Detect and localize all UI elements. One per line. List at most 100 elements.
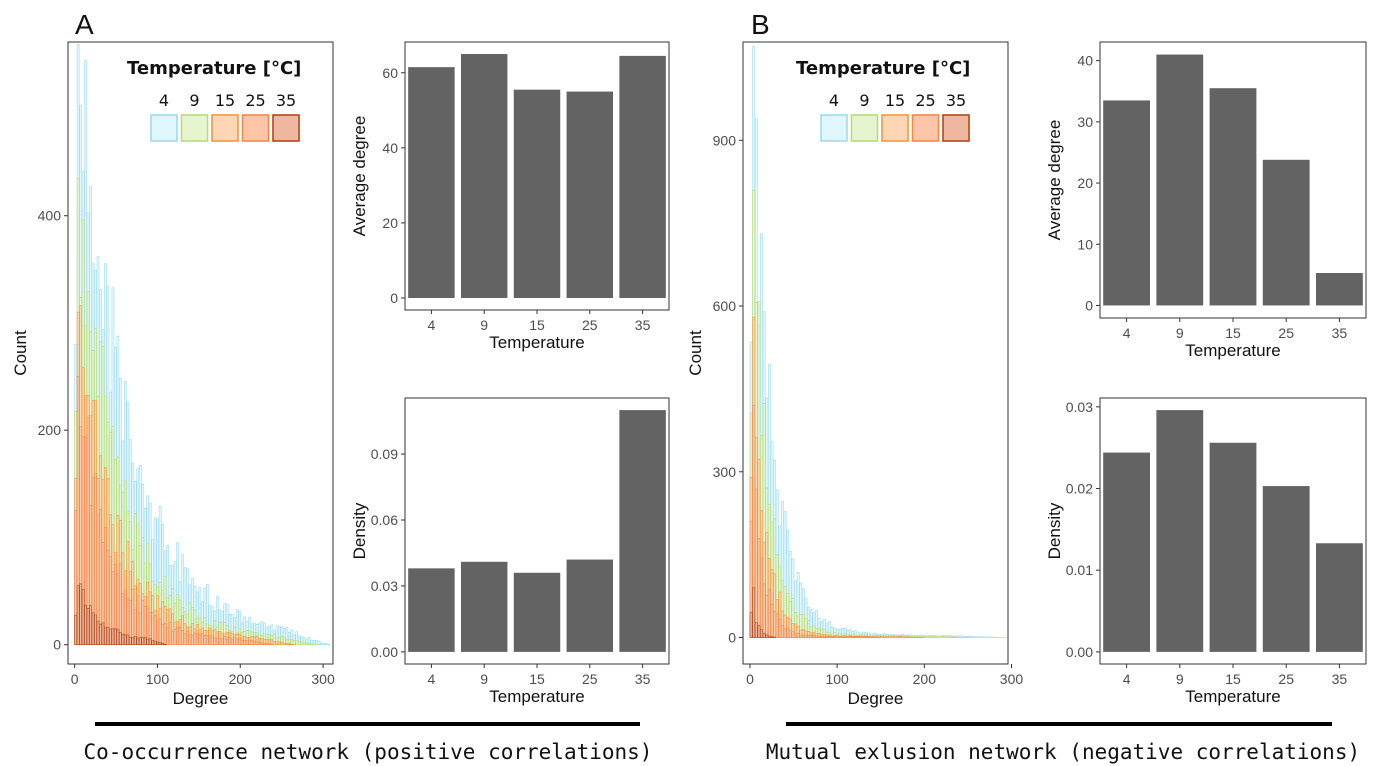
legend-label-9: 9 [189, 91, 199, 110]
histogram-bin [186, 630, 189, 645]
histogram-bin [896, 636, 899, 638]
histogram-bin [116, 629, 120, 645]
x-axis-title: Degree [848, 689, 904, 708]
histogram-bin [146, 638, 150, 645]
histogram-bin [101, 622, 105, 645]
histogram-bin [193, 632, 197, 645]
histogram-bin [932, 635, 936, 638]
histogram-bin [898, 636, 902, 638]
histogram-bin [273, 641, 276, 645]
histogram-bin [775, 613, 779, 638]
legend-key-15 [211, 114, 239, 142]
histogram-bin [89, 605, 92, 645]
histogram-bin [260, 642, 264, 645]
histogram-bin [307, 643, 311, 645]
histogram-bin [295, 640, 299, 645]
histogram-bin [930, 636, 933, 638]
histogram-bin [762, 583, 766, 638]
y-tick-label: 0.03 [1066, 399, 1093, 415]
histogram-bin [951, 636, 954, 638]
histogram-bin [280, 641, 284, 645]
histogram-bin [849, 636, 852, 638]
histogram-bin [804, 634, 808, 638]
histogram-bin [171, 630, 174, 645]
histogram-bin [128, 636, 132, 645]
histogram-bin [940, 636, 944, 638]
x-tick-label: 4 [1123, 671, 1131, 687]
histogram-bin [74, 614, 78, 645]
histogram-bin [183, 633, 187, 645]
histogram-bin [843, 636, 847, 638]
histogram-bin [126, 634, 130, 645]
histogram-bin [977, 636, 981, 638]
histogram-bin [114, 628, 117, 645]
histogram-bin [893, 636, 897, 638]
x-tick-label: 15 [1225, 671, 1241, 687]
histogram-bin [136, 637, 140, 645]
x-tick-label: 15 [529, 671, 545, 687]
series-35 [74, 583, 167, 645]
histogram-bin [151, 640, 155, 645]
histogram-bin [270, 639, 274, 645]
x-axis-title: Temperature [489, 333, 584, 352]
histogram-bin [292, 639, 296, 645]
histogram-bin [250, 640, 254, 645]
y-tick-label: 40 [1077, 53, 1093, 69]
histogram-bin [885, 636, 889, 638]
histogram-bin [864, 636, 868, 638]
histogram-bin [783, 628, 787, 638]
histogram-bin [156, 621, 159, 645]
density-chart-a: 0.00 0.03 0.06 0.09 4 9 15 25 35 Temperature Densi… [350, 397, 670, 706]
legend-title-b: Temperature [°C] [796, 58, 970, 79]
histogram-bin [161, 624, 164, 645]
temperature-legend-b: Temperature [°C] 4 9 15 25 35 [796, 58, 970, 142]
histogram-bin [943, 636, 947, 638]
x-tick-label: 35 [635, 671, 651, 687]
histogram-bin [817, 635, 821, 638]
panel-letter-a: A [75, 9, 94, 40]
histogram-bin [225, 639, 229, 645]
legend-key-35 [272, 114, 300, 142]
histogram-bin [94, 614, 97, 645]
legend-key-15 [881, 114, 909, 142]
bar-4 [1103, 100, 1151, 306]
histogram-bin [302, 642, 306, 645]
histogram-bin [188, 634, 192, 645]
histogram-bin [240, 639, 244, 645]
y-tick-label: 400 [38, 208, 62, 224]
x-tick-label: 25 [582, 671, 598, 687]
x-tick-label: 9 [1176, 325, 1184, 341]
x-tick-label: 25 [582, 317, 598, 333]
x-tick-label: 35 [635, 317, 651, 333]
histogram-bin [945, 636, 949, 638]
histogram-bin [859, 636, 863, 638]
histogram-bin [757, 624, 761, 638]
x-axis-title: Temperature [489, 687, 584, 706]
histogram-bin [305, 642, 309, 645]
histogram-bin [760, 557, 763, 638]
histogram-bin [781, 624, 784, 638]
histogram-bin [749, 612, 753, 638]
histogram-bin [791, 631, 795, 638]
x-tick-label: 200 [913, 671, 937, 687]
histogram-bin [906, 636, 910, 638]
histogram-bin [846, 636, 850, 638]
histogram-bin [982, 636, 986, 638]
x-tick-label: 200 [229, 671, 253, 687]
histogram-bin [176, 626, 179, 645]
histogram-bin [203, 635, 207, 645]
histogram-bin [835, 636, 839, 638]
histogram-bin [828, 635, 831, 638]
histogram-bin [820, 635, 824, 638]
histogram-bin [765, 595, 769, 638]
histogram-bin [903, 636, 907, 638]
histogram-bin [91, 612, 95, 645]
histogram-bin [283, 642, 286, 645]
histogram-bin [815, 635, 818, 638]
legend-title-a: Temperature [°C] [127, 58, 301, 79]
histogram-bin [287, 643, 291, 645]
histogram-bin [104, 626, 107, 645]
histogram-bin [124, 634, 127, 645]
histogram-bin [196, 633, 199, 645]
y-axis-title: Count [686, 330, 705, 376]
